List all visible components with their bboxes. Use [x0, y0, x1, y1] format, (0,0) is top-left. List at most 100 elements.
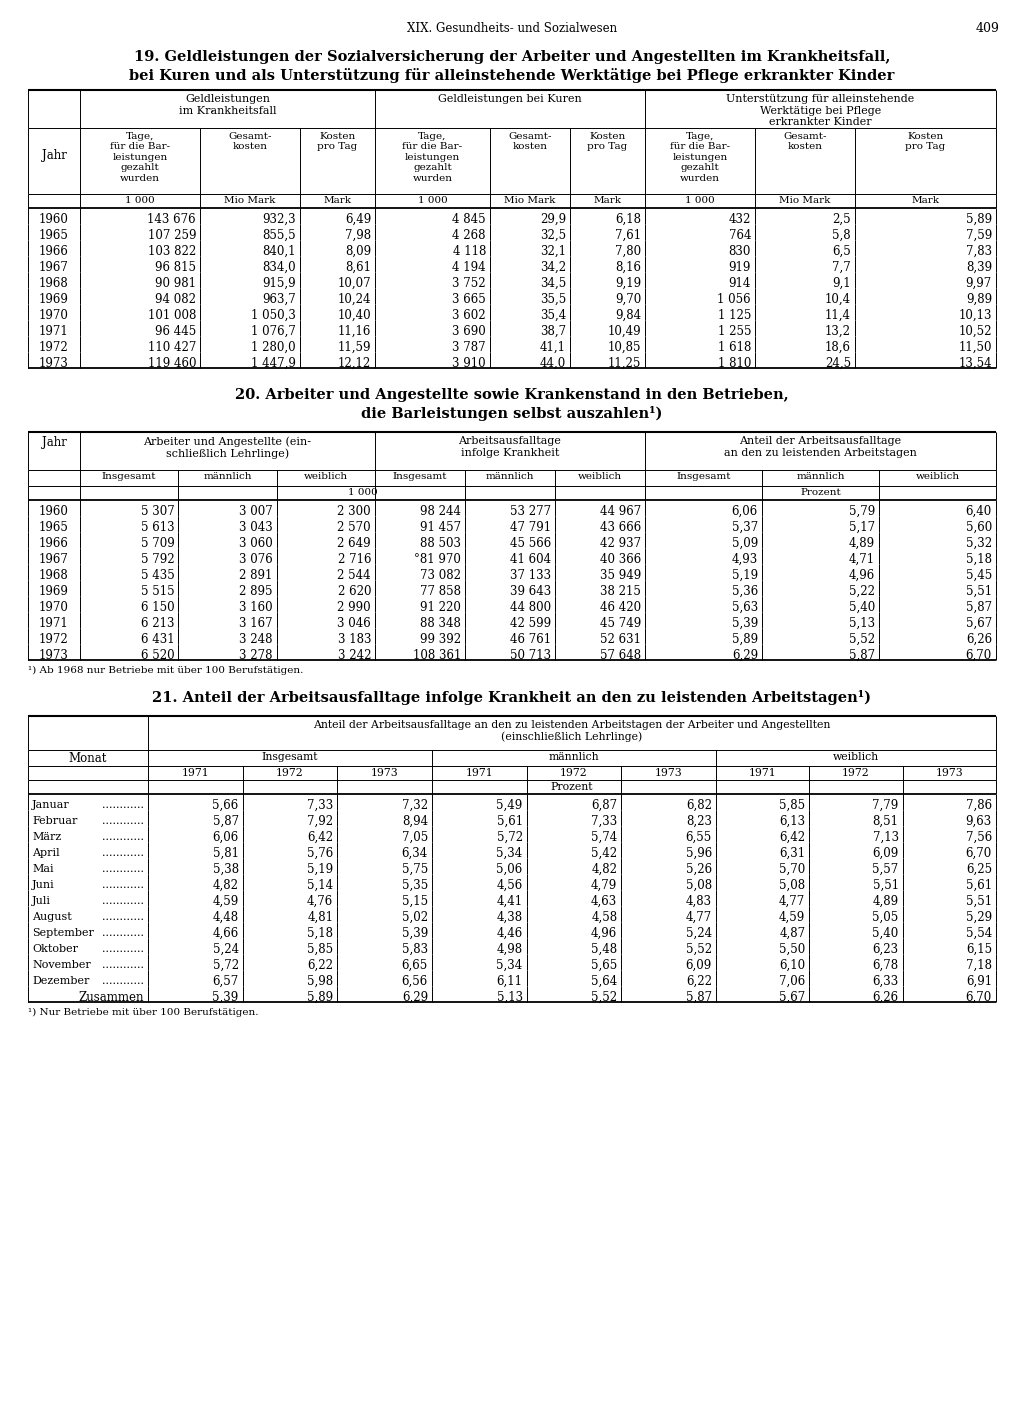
- Text: 5,24: 5,24: [213, 943, 239, 956]
- Text: männlich: männlich: [203, 472, 252, 481]
- Text: Gesamt-
kosten: Gesamt- kosten: [228, 132, 271, 152]
- Text: 11,16: 11,16: [338, 324, 371, 337]
- Text: Tage,
für die Bar-
leistungen
gezahlt
wurden: Tage, für die Bar- leistungen gezahlt wu…: [670, 132, 730, 183]
- Text: 1 000: 1 000: [418, 195, 447, 205]
- Text: 37 133: 37 133: [510, 569, 551, 582]
- Text: 5,81: 5,81: [213, 847, 239, 860]
- Text: Mio Mark: Mio Mark: [224, 195, 275, 205]
- Text: 1971: 1971: [749, 767, 776, 777]
- Text: 1973: 1973: [39, 649, 69, 661]
- Text: 5,22: 5,22: [849, 585, 874, 598]
- Text: 5,51: 5,51: [966, 895, 992, 908]
- Text: 6,31: 6,31: [779, 847, 805, 860]
- Text: 1972: 1972: [842, 767, 869, 777]
- Text: 915,9: 915,9: [262, 276, 296, 290]
- Text: 5,98: 5,98: [307, 974, 334, 988]
- Text: 7,33: 7,33: [591, 814, 617, 828]
- Text: ............: ............: [102, 896, 144, 906]
- Text: 1960: 1960: [39, 212, 69, 225]
- Text: 5,67: 5,67: [779, 991, 805, 1004]
- Text: 10,07: 10,07: [337, 276, 371, 290]
- Text: Mio Mark: Mio Mark: [779, 195, 830, 205]
- Text: 5,14: 5,14: [307, 879, 334, 892]
- Text: weiblich: weiblich: [915, 472, 959, 481]
- Text: 5 709: 5 709: [140, 537, 174, 549]
- Text: 45 566: 45 566: [510, 537, 551, 549]
- Text: 9,63: 9,63: [966, 814, 992, 828]
- Text: 5,37: 5,37: [732, 521, 758, 534]
- Text: Juni: Juni: [32, 881, 54, 891]
- Text: 8,16: 8,16: [615, 261, 641, 273]
- Text: 5,52: 5,52: [686, 943, 712, 956]
- Text: 5 613: 5 613: [140, 521, 174, 534]
- Text: 50 713: 50 713: [510, 649, 551, 661]
- Text: ............: ............: [102, 912, 144, 922]
- Text: 1 447,9: 1 447,9: [251, 357, 296, 370]
- Text: 4,66: 4,66: [212, 926, 239, 940]
- Text: 8,51: 8,51: [872, 814, 899, 828]
- Text: 5,39: 5,39: [212, 991, 239, 1004]
- Text: August: August: [32, 912, 72, 922]
- Text: 18,6: 18,6: [825, 341, 851, 354]
- Text: Anteil der Arbeitsausfalltage
an den zu leistenden Arbeitstagen: Anteil der Arbeitsausfalltage an den zu …: [724, 436, 916, 457]
- Text: 2 544: 2 544: [337, 569, 371, 582]
- Text: 1968: 1968: [39, 276, 69, 290]
- Text: 5 515: 5 515: [140, 585, 174, 598]
- Text: 1 056: 1 056: [718, 293, 751, 306]
- Text: 88 503: 88 503: [420, 537, 461, 549]
- Text: 6,26: 6,26: [872, 991, 899, 1004]
- Text: 7,80: 7,80: [614, 245, 641, 258]
- Text: 4,77: 4,77: [779, 895, 805, 908]
- Text: 834,0: 834,0: [262, 261, 296, 273]
- Text: 5,24: 5,24: [686, 926, 712, 940]
- Text: 6,23: 6,23: [872, 943, 899, 956]
- Text: 5,79: 5,79: [849, 504, 874, 518]
- Text: 5,29: 5,29: [966, 910, 992, 923]
- Text: 5,61: 5,61: [497, 814, 522, 828]
- Text: 2 891: 2 891: [240, 569, 272, 582]
- Text: 5,39: 5,39: [401, 926, 428, 940]
- Text: ¹) Nur Betriebe mit über 100 Berufstätigen.: ¹) Nur Betriebe mit über 100 Berufstätig…: [28, 1008, 258, 1017]
- Text: 96 445: 96 445: [155, 324, 196, 337]
- Text: 9,84: 9,84: [614, 309, 641, 321]
- Text: ............: ............: [102, 864, 144, 874]
- Text: 2 620: 2 620: [338, 585, 371, 598]
- Text: weiblich: weiblich: [304, 472, 348, 481]
- Text: 5,70: 5,70: [779, 862, 805, 875]
- Text: ............: ............: [102, 976, 144, 986]
- Text: 1972: 1972: [276, 767, 304, 777]
- Text: 1971: 1971: [181, 767, 209, 777]
- Text: 5,49: 5,49: [497, 799, 522, 811]
- Text: 38 215: 38 215: [600, 585, 641, 598]
- Text: 5,40: 5,40: [849, 600, 874, 613]
- Text: 91 457: 91 457: [420, 521, 461, 534]
- Text: 5,48: 5,48: [591, 943, 617, 956]
- Text: 10,13: 10,13: [958, 309, 992, 321]
- Text: 3 076: 3 076: [239, 552, 272, 566]
- Text: 5,35: 5,35: [401, 879, 428, 892]
- Text: 41,1: 41,1: [540, 341, 566, 354]
- Text: ............: ............: [102, 881, 144, 891]
- Text: Mark: Mark: [594, 195, 622, 205]
- Text: .: .: [211, 103, 214, 115]
- Text: 3 690: 3 690: [453, 324, 486, 337]
- Text: 4,82: 4,82: [591, 862, 617, 875]
- Text: 7,33: 7,33: [307, 799, 334, 811]
- Text: 5,87: 5,87: [849, 649, 874, 661]
- Text: 4,82: 4,82: [213, 879, 239, 892]
- Text: 1968: 1968: [39, 569, 69, 582]
- Text: 840,1: 840,1: [262, 245, 296, 258]
- Text: Jahr: Jahr: [42, 150, 67, 163]
- Text: 5,57: 5,57: [872, 862, 899, 875]
- Text: Unterstützung für alleinstehende
Werktätige bei Pflege
erkrankter Kinder: Unterstützung für alleinstehende Werktät…: [726, 93, 914, 127]
- Text: Geldleistungen
im Krankheitsfall: Geldleistungen im Krankheitsfall: [179, 93, 276, 116]
- Text: Insgesamt: Insgesamt: [262, 752, 318, 762]
- Text: 1 000: 1 000: [125, 195, 155, 205]
- Text: 5,65: 5,65: [591, 959, 617, 971]
- Text: °81 970: °81 970: [414, 552, 461, 566]
- Text: Tage,
für die Bar-
leistungen
gezahlt
wurden: Tage, für die Bar- leistungen gezahlt wu…: [402, 132, 463, 183]
- Text: 1 280,0: 1 280,0: [251, 341, 296, 354]
- Text: ............: ............: [102, 944, 144, 954]
- Text: 1971: 1971: [39, 617, 69, 630]
- Text: 4,76: 4,76: [307, 895, 334, 908]
